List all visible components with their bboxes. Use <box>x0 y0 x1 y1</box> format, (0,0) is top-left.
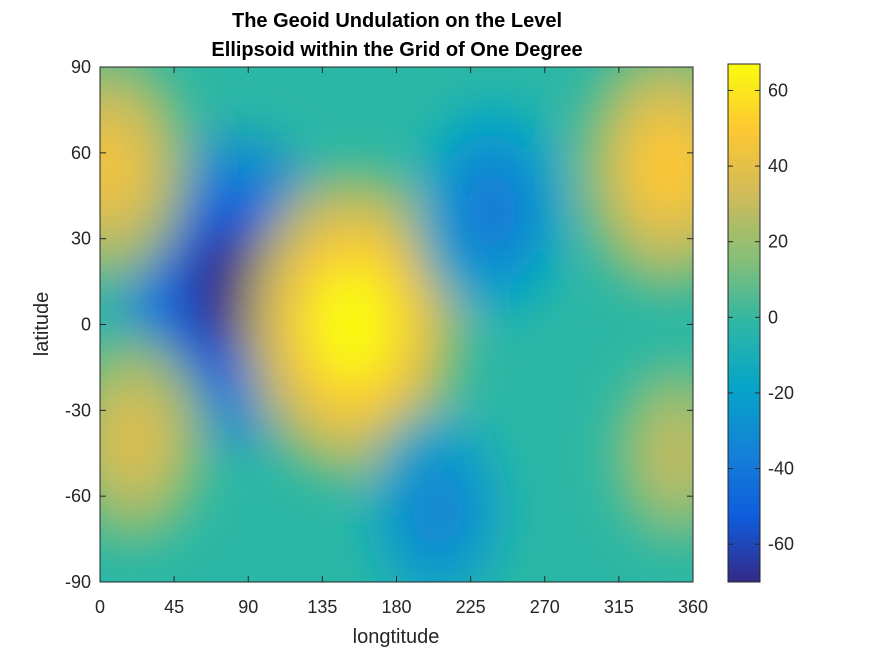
x-axis-label: longtitude <box>353 626 440 648</box>
heatmap-feature-core <box>411 472 465 549</box>
x-tick-label: 0 <box>95 597 105 617</box>
y-tick-label: -60 <box>65 486 91 506</box>
y-tick-label: 60 <box>71 143 91 163</box>
y-tick-label: 30 <box>71 229 91 249</box>
x-axis: 0 45 90 135 180 225 270 315 360 <box>95 67 708 617</box>
colorbar-tick-label: 20 <box>768 232 788 252</box>
heatmap-area <box>100 67 693 582</box>
x-tick-label: 315 <box>604 597 634 617</box>
y-tick-label: -90 <box>65 572 91 592</box>
x-tick-label: 180 <box>381 597 411 617</box>
colorbar-ticks: 60 40 20 0 -20 -40 -60 <box>728 80 794 554</box>
colorbar-tick-label: 0 <box>768 307 778 327</box>
colorbar: 60 40 20 0 -20 -40 -60 <box>727 63 794 583</box>
y-tick-label: -30 <box>65 400 91 420</box>
colorbar-tick-label: -60 <box>768 534 794 554</box>
x-tick-label: 270 <box>530 597 560 617</box>
colorbar-gradient <box>728 64 760 582</box>
heatmap-feature-core <box>652 418 693 489</box>
heatmap-feature-core <box>463 169 521 251</box>
x-tick-label: 45 <box>164 597 184 617</box>
colorbar-tick-label: -40 <box>768 459 794 479</box>
y-tick-label: 90 <box>71 57 91 77</box>
x-tick-label: 360 <box>678 597 708 617</box>
colorbar-tick-label: 60 <box>768 80 788 100</box>
x-tick-label: 135 <box>307 597 337 617</box>
x-tick-label: 90 <box>238 597 258 617</box>
colorbar-tick-label: -20 <box>768 383 794 403</box>
heatmap-feature-core <box>100 123 140 211</box>
x-tick-label: 225 <box>456 597 486 617</box>
heatmap-feature-core <box>635 120 693 214</box>
heatmap-feature-core <box>105 399 161 479</box>
y-axis: 90 60 30 0 -30 -60 -90 <box>65 57 693 592</box>
chart-title-line-2: Ellipsoid within the Grid of One Degree <box>211 39 582 61</box>
y-tick-label: 0 <box>81 315 91 335</box>
colorbar-tick-label: 40 <box>768 156 788 176</box>
y-axis-label: latitude <box>31 292 53 357</box>
chart-title-line-1: The Geoid Undulation on the Level <box>232 10 562 32</box>
heatmap-feature-core <box>311 267 393 382</box>
colorbar-frame <box>727 63 761 583</box>
